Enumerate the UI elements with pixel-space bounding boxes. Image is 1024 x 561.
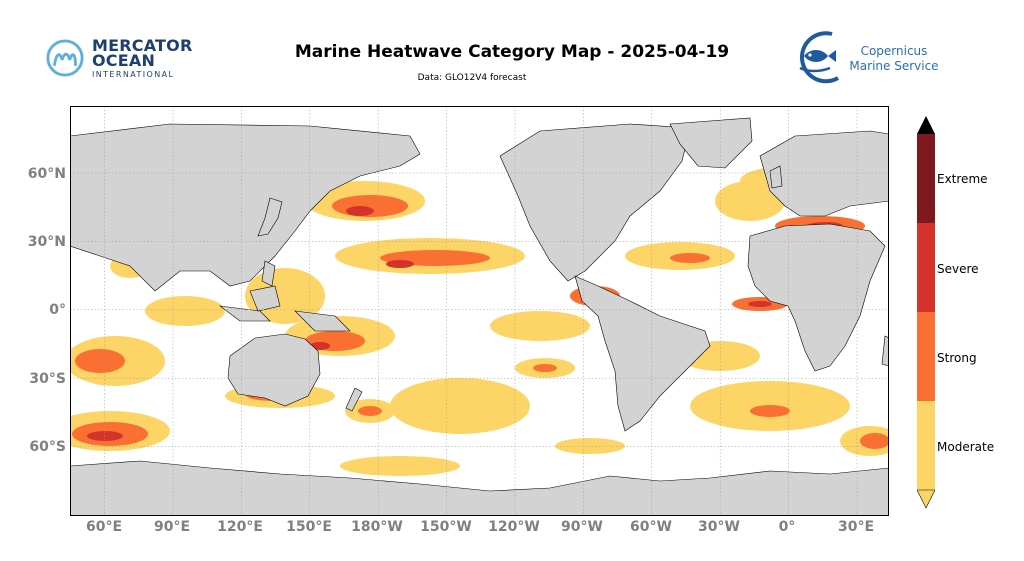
lon-label-90e: 90°E bbox=[153, 519, 191, 535]
land-uk bbox=[769, 165, 783, 189]
heatwave-patch bbox=[145, 296, 225, 326]
land-japan bbox=[257, 197, 283, 237]
lon-label-150e: 150°E bbox=[286, 519, 332, 535]
land-asia bbox=[70, 123, 421, 292]
land-south-america bbox=[574, 275, 711, 432]
fish-globe-icon bbox=[799, 31, 839, 84]
colorbar-moderate bbox=[917, 401, 935, 490]
copernicus-line1: Copernicus bbox=[860, 44, 928, 58]
lat-label-60n: 60°N bbox=[27, 166, 66, 182]
map-title: Marine Heatwave Category Map - 2025-04-1… bbox=[294, 42, 730, 62]
land-north-america bbox=[499, 123, 691, 282]
gridlines bbox=[70, 106, 889, 516]
lon-label-60e: 60°E bbox=[85, 519, 123, 535]
colorbar-strong bbox=[917, 312, 935, 401]
map-subtitle: Data: GLO12V4 forecast bbox=[417, 73, 527, 83]
land-borneo bbox=[249, 285, 281, 312]
lon-label-120e: 120°E bbox=[217, 519, 263, 535]
land-philippines bbox=[261, 260, 276, 287]
lon-label-60w: 60°W bbox=[630, 519, 672, 535]
heatwave-patch bbox=[346, 206, 374, 216]
mercator-m-icon bbox=[46, 39, 84, 77]
land-australia bbox=[227, 333, 321, 407]
heatwave-patch bbox=[87, 431, 123, 441]
colorbar-label-moderate: Moderate bbox=[937, 440, 995, 454]
colorbar-label-extreme: Extreme bbox=[937, 172, 988, 186]
heatwave-patch bbox=[533, 364, 557, 372]
heatwave-patch bbox=[670, 253, 710, 263]
land-greenland bbox=[669, 117, 753, 169]
land-new-zealand bbox=[345, 387, 363, 412]
copernicus-line2: Marine Service bbox=[849, 59, 939, 73]
lon-label-0: 0° bbox=[778, 519, 796, 535]
lon-label-150w: 150°W bbox=[420, 519, 472, 535]
lon-label-30e: 30°E bbox=[837, 519, 875, 535]
lon-label-120w: 120°W bbox=[488, 519, 540, 535]
heatwave-patch bbox=[555, 438, 625, 454]
lat-label-0: 0° bbox=[49, 302, 66, 318]
heatwave-patch bbox=[340, 456, 460, 476]
mercator-line2: OCEAN bbox=[92, 51, 156, 70]
mercator-line3: INTERNATIONAL bbox=[92, 70, 175, 79]
heatwave-patch bbox=[358, 406, 382, 416]
heatwave-patch bbox=[390, 378, 530, 434]
lat-label-30s: 30°S bbox=[29, 371, 66, 387]
land-antarctica bbox=[70, 460, 889, 516]
heatwave-patch bbox=[75, 349, 125, 373]
colorbar-extreme bbox=[917, 134, 935, 223]
lon-label-90w: 90°W bbox=[561, 519, 603, 535]
heatwave-map bbox=[70, 106, 889, 516]
land-africa bbox=[747, 223, 886, 372]
lon-label-30w: 30°W bbox=[698, 519, 740, 535]
colorbar bbox=[917, 116, 935, 509]
heatwave-patch bbox=[490, 311, 590, 341]
mercator-ocean-logo: MERCATOR OCEAN INTERNATIONAL bbox=[44, 37, 194, 81]
lat-label-60s: 60°S bbox=[29, 439, 66, 455]
colorbar-severe bbox=[917, 223, 935, 312]
land-masses bbox=[70, 117, 889, 516]
heatwave-patch bbox=[386, 260, 414, 268]
colorbar-min-arrow bbox=[917, 489, 935, 509]
colorbar-label-severe: Severe bbox=[937, 262, 979, 276]
colorbar-label-strong: Strong bbox=[937, 351, 977, 365]
heatwave-patch bbox=[748, 301, 772, 307]
heatwave-patch bbox=[860, 433, 889, 449]
land-madagascar bbox=[881, 335, 889, 367]
colorbar-max-arrow bbox=[917, 116, 935, 134]
heatwave-patch bbox=[750, 405, 790, 417]
copernicus-logo: Copernicus Marine Service bbox=[792, 28, 942, 86]
map-frame bbox=[70, 106, 889, 516]
lon-label-180w: 180°W bbox=[351, 519, 403, 535]
land-new-guinea bbox=[294, 310, 351, 332]
mercator-line1: MERCATOR bbox=[92, 36, 193, 55]
lat-label-30n: 30°N bbox=[27, 234, 66, 250]
